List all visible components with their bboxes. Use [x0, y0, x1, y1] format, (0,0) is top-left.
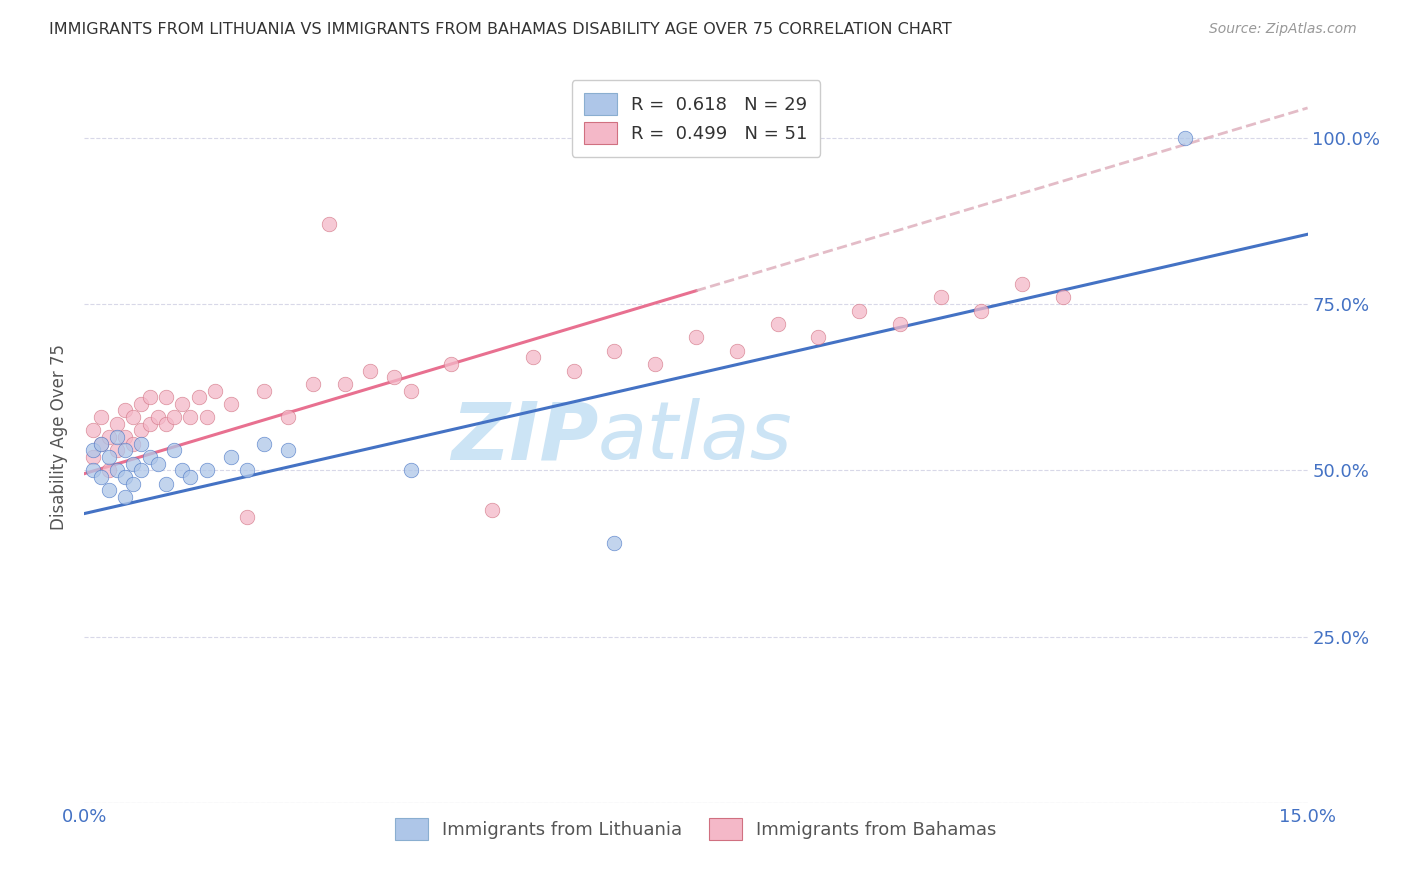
- Y-axis label: Disability Age Over 75: Disability Age Over 75: [51, 344, 69, 530]
- Point: [219, 450, 242, 464]
- Point: [97, 483, 120, 498]
- Point: [114, 430, 136, 444]
- Point: [90, 410, 112, 425]
- Point: [131, 463, 153, 477]
- Point: [105, 463, 128, 477]
- Point: [97, 450, 120, 464]
- Point: [163, 443, 186, 458]
- Point: [335, 376, 357, 391]
- Point: [195, 463, 218, 477]
- Point: [399, 463, 422, 477]
- Point: [1011, 277, 1033, 292]
- Point: [562, 363, 585, 377]
- Point: [807, 330, 830, 344]
- Point: [204, 384, 226, 398]
- Text: atlas: atlas: [598, 398, 793, 476]
- Point: [603, 343, 626, 358]
- Point: [155, 390, 177, 404]
- Point: [82, 443, 104, 458]
- Point: [82, 450, 104, 464]
- Point: [277, 410, 299, 425]
- Point: [725, 343, 748, 358]
- Point: [122, 436, 145, 450]
- Point: [382, 370, 405, 384]
- Point: [105, 417, 128, 431]
- Point: [105, 430, 128, 444]
- Legend: Immigrants from Lithuania, Immigrants from Bahamas: Immigrants from Lithuania, Immigrants fr…: [387, 808, 1005, 848]
- Point: [105, 443, 128, 458]
- Point: [253, 384, 276, 398]
- Point: [82, 424, 104, 438]
- Point: [146, 410, 169, 425]
- Point: [685, 330, 707, 344]
- Point: [603, 536, 626, 550]
- Text: IMMIGRANTS FROM LITHUANIA VS IMMIGRANTS FROM BAHAMAS DISABILITY AGE OVER 75 CORR: IMMIGRANTS FROM LITHUANIA VS IMMIGRANTS …: [49, 22, 952, 37]
- Point: [195, 410, 218, 425]
- Point: [1174, 131, 1197, 145]
- Point: [122, 457, 145, 471]
- Point: [138, 390, 160, 404]
- Point: [131, 436, 153, 450]
- Point: [253, 436, 276, 450]
- Point: [114, 403, 136, 417]
- Point: [114, 490, 136, 504]
- Point: [163, 410, 186, 425]
- Point: [155, 476, 177, 491]
- Point: [114, 470, 136, 484]
- Point: [359, 363, 381, 377]
- Point: [766, 317, 789, 331]
- Point: [929, 290, 952, 304]
- Point: [90, 470, 112, 484]
- Point: [236, 463, 259, 477]
- Point: [90, 436, 112, 450]
- Point: [122, 476, 145, 491]
- Point: [277, 443, 299, 458]
- Point: [114, 443, 136, 458]
- Point: [301, 376, 323, 391]
- Text: ZIP: ZIP: [451, 398, 598, 476]
- Point: [848, 303, 870, 318]
- Point: [172, 463, 194, 477]
- Text: Source: ZipAtlas.com: Source: ZipAtlas.com: [1209, 22, 1357, 37]
- Point: [318, 217, 340, 231]
- Point: [236, 509, 259, 524]
- Point: [970, 303, 993, 318]
- Point: [131, 397, 153, 411]
- Point: [172, 397, 194, 411]
- Point: [138, 450, 160, 464]
- Point: [187, 390, 209, 404]
- Point: [131, 424, 153, 438]
- Point: [399, 384, 422, 398]
- Point: [889, 317, 911, 331]
- Point: [440, 357, 463, 371]
- Point: [522, 351, 544, 365]
- Point: [138, 417, 160, 431]
- Point: [179, 470, 201, 484]
- Point: [82, 463, 104, 477]
- Point: [1052, 290, 1074, 304]
- Point: [97, 463, 120, 477]
- Point: [122, 410, 145, 425]
- Point: [97, 430, 120, 444]
- Point: [155, 417, 177, 431]
- Point: [644, 357, 666, 371]
- Point: [146, 457, 169, 471]
- Point: [179, 410, 201, 425]
- Point: [219, 397, 242, 411]
- Point: [90, 436, 112, 450]
- Point: [481, 503, 503, 517]
